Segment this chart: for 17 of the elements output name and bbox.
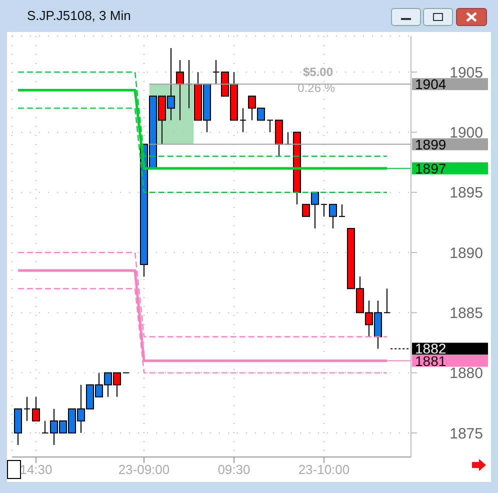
y-tick-label: 1900 (450, 124, 483, 142)
x-tick-label: 23-10:00 (298, 462, 350, 478)
y-tick-label: 1885 (450, 304, 483, 322)
ref-line-label: 1897 (415, 160, 446, 176)
x-tick-label: 14:30 (20, 462, 52, 478)
ref-line-label: 1904 (415, 76, 446, 92)
y-tick-label: 1875 (450, 425, 483, 442)
annotation: $5.00 (302, 65, 333, 79)
y-tick-label: 1880 (450, 365, 483, 382)
annotation: 0.26 % (296, 81, 335, 95)
y-tick-label: 1905 (450, 64, 483, 82)
x-tick-label: 09:30 (218, 462, 250, 478)
y-tick-label: 1895 (450, 184, 483, 202)
x-tick-label: 23-09:00 (118, 462, 170, 478)
ref-line-label: 1899 (415, 136, 446, 152)
chart-title: S.JP.J5108, 3 Min (27, 8, 131, 23)
y-tick-label: 1890 (450, 244, 483, 262)
